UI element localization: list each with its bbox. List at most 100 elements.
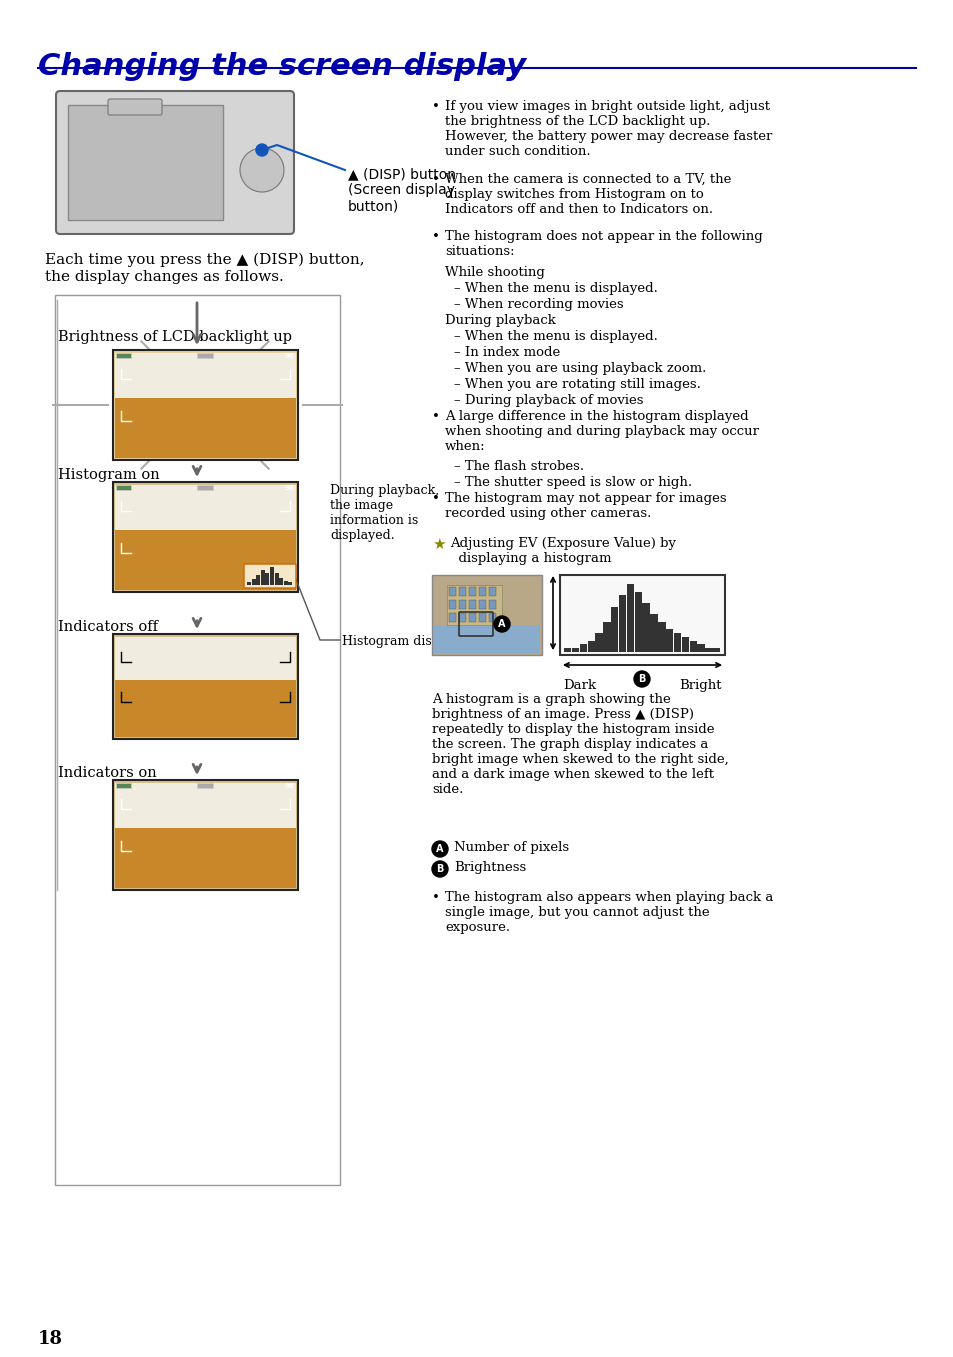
Bar — [449, 600, 456, 609]
Bar — [270, 567, 274, 585]
Text: •: • — [432, 100, 439, 113]
Bar — [469, 613, 476, 622]
Bar — [579, 645, 586, 651]
Bar — [434, 626, 539, 653]
Bar — [634, 592, 641, 651]
Text: 18: 18 — [38, 1330, 63, 1348]
Circle shape — [255, 144, 268, 156]
Text: Dark: Dark — [562, 678, 596, 692]
Text: While shooting: While shooting — [444, 266, 544, 280]
Text: Changing the screen display: Changing the screen display — [38, 52, 525, 81]
Text: – When recording movies: – When recording movies — [454, 299, 623, 311]
Text: The histogram does not appear in the following
situations:: The histogram does not appear in the fol… — [444, 229, 762, 258]
Bar — [571, 649, 578, 651]
Bar — [196, 484, 213, 490]
Bar — [279, 578, 283, 585]
Bar — [469, 600, 476, 609]
Text: •: • — [432, 229, 439, 243]
Text: ★: ★ — [432, 537, 445, 552]
Bar — [115, 398, 295, 459]
Bar — [641, 603, 649, 651]
Bar — [283, 581, 288, 585]
Text: The histogram may not appear for images
recorded using other cameras.: The histogram may not appear for images … — [444, 493, 726, 520]
Bar — [618, 596, 625, 651]
Bar — [115, 531, 295, 590]
Bar — [115, 353, 295, 398]
Text: A: A — [436, 844, 443, 854]
Bar — [115, 783, 295, 828]
Bar — [288, 582, 293, 585]
Bar — [447, 585, 501, 626]
Text: Brightness: Brightness — [454, 860, 526, 874]
Bar — [689, 641, 697, 651]
Text: Each time you press the ▲ (DISP) button,
the display changes as follows.: Each time you press the ▲ (DISP) button,… — [45, 252, 364, 284]
Text: A: A — [497, 619, 505, 630]
Bar — [697, 645, 704, 651]
Text: Indicators off: Indicators off — [58, 620, 158, 634]
Text: If you view images in bright outside light, adjust
the brightness of the LCD bac: If you view images in bright outside lig… — [444, 100, 772, 157]
Bar — [247, 582, 251, 585]
Bar — [68, 104, 223, 220]
Circle shape — [240, 148, 284, 191]
Text: Adjusting EV (Exposure Value) by
  displaying a histogram: Adjusting EV (Exposure Value) by display… — [450, 537, 676, 565]
Bar — [115, 828, 295, 887]
Text: During playback: During playback — [444, 313, 556, 327]
Text: Histogram on: Histogram on — [58, 468, 159, 482]
Text: Brightness of LCD backlight up: Brightness of LCD backlight up — [58, 330, 292, 345]
Bar — [115, 636, 295, 680]
Text: – When the menu is displayed.: – When the menu is displayed. — [454, 282, 658, 294]
Bar — [196, 353, 213, 358]
Bar — [112, 634, 297, 740]
Bar — [489, 613, 496, 622]
Bar — [252, 579, 255, 585]
Text: During playback,
the image
information is
displayed.: During playback, the image information i… — [330, 484, 438, 541]
Bar — [458, 588, 465, 596]
Text: A large difference in the histogram displayed
when shooting and during playback : A large difference in the histogram disp… — [444, 410, 759, 453]
Bar — [587, 641, 595, 651]
Text: B: B — [436, 864, 443, 874]
FancyBboxPatch shape — [108, 99, 162, 115]
Bar — [469, 588, 476, 596]
Text: Histogram display: Histogram display — [341, 635, 458, 649]
Bar — [112, 482, 297, 592]
Text: •: • — [432, 410, 439, 423]
Bar — [458, 600, 465, 609]
Bar — [449, 613, 456, 622]
Bar — [116, 353, 131, 358]
Text: – The shutter speed is slow or high.: – The shutter speed is slow or high. — [454, 476, 691, 489]
Circle shape — [432, 860, 448, 877]
Bar — [449, 588, 456, 596]
Circle shape — [432, 841, 448, 858]
Text: 96: 96 — [284, 353, 294, 360]
Text: •: • — [432, 493, 439, 505]
Bar — [602, 622, 610, 651]
Bar — [432, 575, 541, 655]
Text: When the camera is connected to a TV, the
display switches from Histogram on to
: When the camera is connected to a TV, th… — [444, 172, 731, 216]
Circle shape — [634, 670, 649, 687]
Bar — [112, 350, 297, 460]
Bar — [478, 613, 485, 622]
Text: – When you are rotating still images.: – When you are rotating still images. — [454, 379, 700, 391]
Bar — [704, 649, 712, 651]
Bar — [115, 484, 295, 531]
Bar — [196, 783, 213, 788]
Bar — [116, 783, 131, 788]
Text: 96: 96 — [284, 484, 294, 491]
Bar — [658, 622, 665, 651]
Text: Number of pixels: Number of pixels — [454, 841, 569, 854]
Text: The histogram also appears when playing back a
single image, but you cannot adju: The histogram also appears when playing … — [444, 892, 773, 934]
Text: 96: 96 — [284, 783, 294, 788]
Bar — [650, 615, 657, 651]
Circle shape — [494, 616, 510, 632]
Bar — [713, 649, 720, 651]
Bar — [626, 584, 634, 651]
Bar — [256, 574, 260, 585]
Text: – During playback of movies: – During playback of movies — [454, 394, 643, 407]
Bar — [116, 484, 131, 490]
Text: A histogram is a graph showing the
brightness of an image. Press ▲ (DISP)
repeat: A histogram is a graph showing the brigh… — [432, 693, 728, 797]
Bar — [595, 634, 602, 651]
Bar — [478, 600, 485, 609]
Text: – When the menu is displayed.: – When the menu is displayed. — [454, 330, 658, 343]
Bar — [115, 680, 295, 737]
Text: – In index mode: – In index mode — [454, 346, 559, 360]
